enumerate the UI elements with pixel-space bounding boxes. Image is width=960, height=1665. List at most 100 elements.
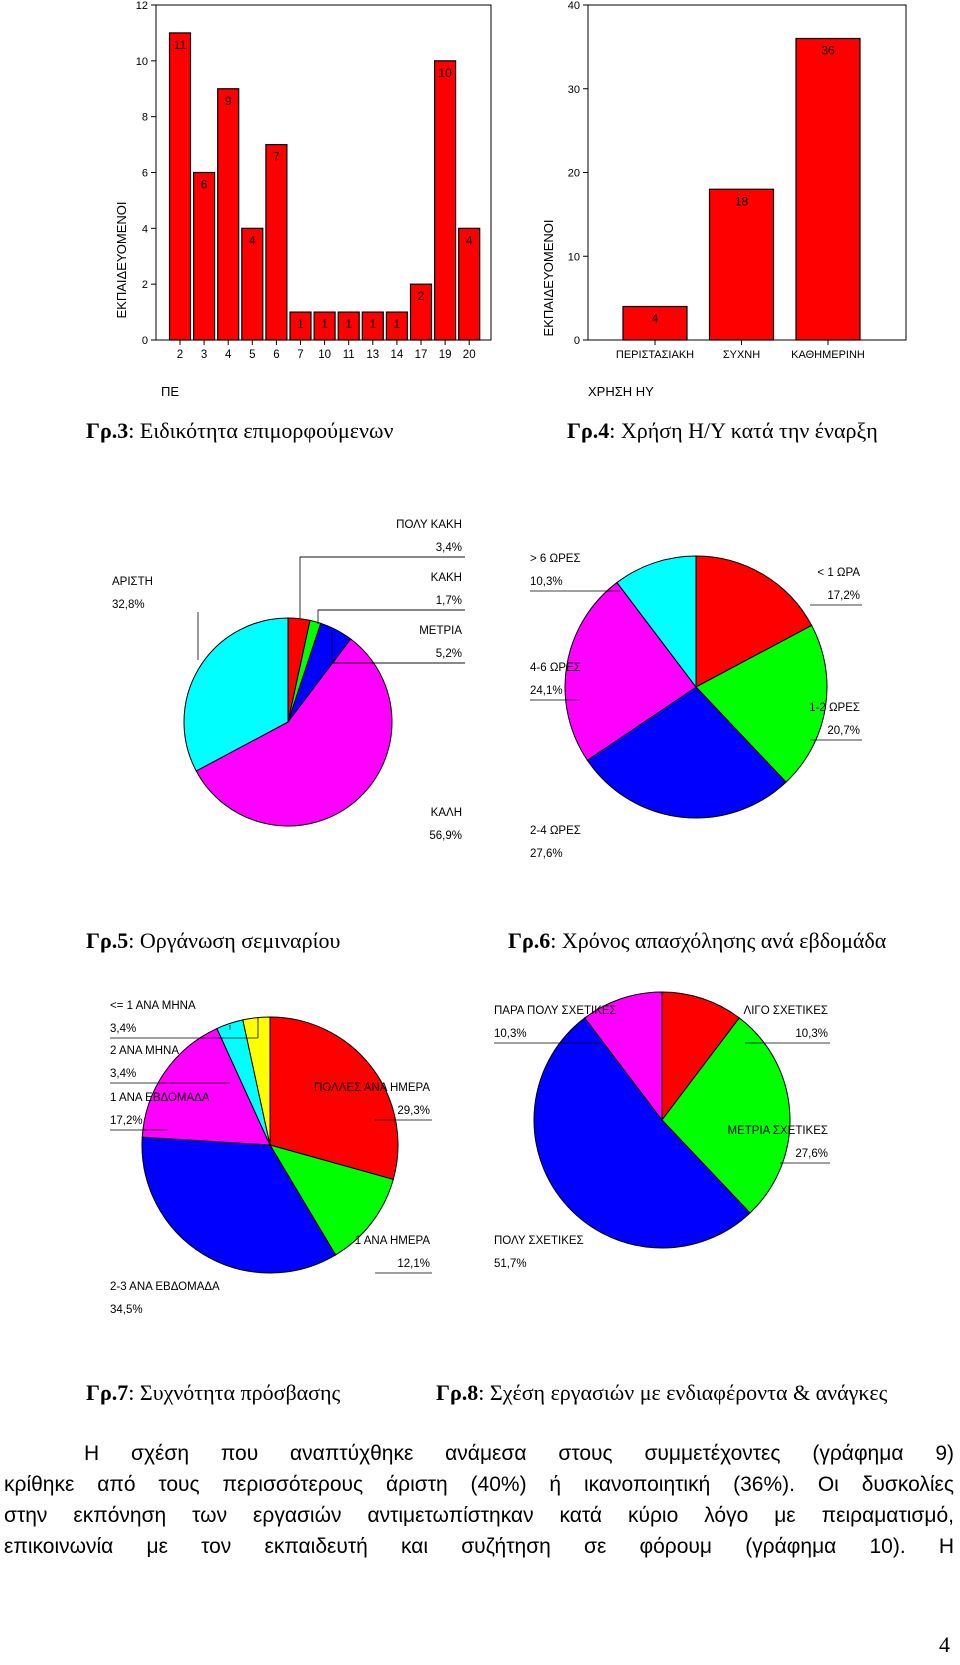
fig6-slice-label: < 1 ΩΡΑ [817,567,860,579]
fig7-slice [242,1016,271,1146]
fig3-bar-value-label: 4 [249,233,256,247]
fig6-slice-percent: 27,6% [530,848,563,860]
fig7-slice [269,1016,399,1181]
fig4-y-tick-label: 30 [568,84,580,96]
fig3-bar-value-label: 9 [225,94,232,108]
fig4-bar [622,305,688,341]
fig8-caption-number: Γρ.8 [436,1380,479,1405]
fig7-slice-label: <= 1 ΑΝΑ ΜΗΝΑ [110,1000,196,1012]
fig7-slice-percent: 29,3% [397,1105,430,1117]
fig5-leader-line [331,632,465,664]
fig3-bar-value-label: 7 [273,150,280,164]
fig5-slice-percent: 3,4% [436,542,462,554]
fig3-bar-value-label: 6 [201,178,208,192]
fig3-y-tick-label: 2 [142,279,148,291]
fig3-x-tick-label: 17 [415,349,428,361]
fig5-caption-number: Γρ.5 [86,928,129,953]
fig5-caption: Γρ.5: Οργάνωση σεμιναρίου [86,928,340,954]
fig5-slice [195,638,393,827]
fig5-leader-line [299,556,465,618]
fig6-slice [616,555,697,689]
fig6-slice [586,686,787,819]
fig8-slice-label: ΛΙΓΟ ΣΧΕΤΙΚΕΣ [744,1005,828,1017]
fig4-bar-value-label: 36 [821,44,835,58]
fig3-bar-value-label: 11 [174,38,187,52]
fig8-slice-percent: 10,3% [494,1028,527,1040]
fig6-slice [564,581,697,761]
page-number: 4 [939,1632,950,1657]
fig6-slice-label: 2-4 ΩΡΕΣ [530,825,581,837]
fig3-x-axis-label: ΠΕ [161,384,179,399]
fig3-bar-value-label: 4 [466,233,473,247]
fig6-slice [695,624,828,783]
fig8-slice [533,1017,751,1249]
fig3-caption-text: : Ειδικότητα επιμορφούμενων [128,418,394,443]
fig4-y-tick-label: 0 [574,335,580,347]
fig7-caption: Γρ.7: Συχνότητα πρόσβασης [86,1380,340,1406]
fig4-y-tick-label: 10 [568,251,580,263]
fig4-caption-number: Γρ.4 [567,418,610,443]
fig4-caption-text: : Χρήση Η/Υ κατά την έναρξη [609,418,878,443]
fig6-slice [695,555,813,688]
fig5-slice-label: ΚΑΛΗ [431,807,462,819]
fig8-slice [661,991,740,1122]
fig8-slice-percent: 27,6% [795,1148,828,1160]
fig3-x-tick-label: 20 [463,349,476,361]
fig3-bar [193,171,216,341]
fig3-bar-value-label: 1 [394,317,401,331]
fig5-caption-text: : Οργάνωση σεμιναρίου [128,928,341,953]
fig3-x-tick-label: 4 [225,349,232,361]
fig4-bar [795,37,861,341]
fig7-slice-percent: 12,1% [397,1258,430,1270]
fig4-bar-value-label: 4 [652,312,659,326]
fig8-caption-text: : Σχέση εργασιών με ενδιαφέροντα & ανάγκ… [478,1380,888,1405]
fig8-slice [661,1017,791,1214]
fig6-slice-label: 4-6 ΩΡΕΣ [530,662,581,674]
fig4-y-tick-label: 40 [568,0,580,12]
fig3-x-tick-label: 7 [297,349,303,361]
fig6-caption-number: Γρ.6 [508,928,551,953]
fig7-slice-percent: 3,4% [110,1068,136,1080]
fig5-slice-percent: 32,8% [112,599,145,611]
fig8-slice-label: ΠΑΡΑ ΠΟΛΥ ΣΧΕΤΙΚΕΣ [494,1005,617,1017]
fig3-caption: Γρ.3: Ειδικότητα επιμορφούμενων [86,418,393,444]
fig7-slice-percent: 34,5% [110,1304,143,1316]
fig7-slice-label: 2 ΑΝΑ ΜΗΝΑ [110,1045,179,1057]
fig5-slice-label: ΑΡΙΣΤΗ [112,576,153,588]
fig4-x-tick-label: ΣΥΧΝΗ [723,349,760,361]
fig5-slice-label: ΚΑΚΗ [431,572,462,584]
fig4-x-tick-label: ΠΕΡΙΣΤΑΣΙΑΚΗ [616,349,694,361]
fig7-slice-label: 2-3 ΑΝΑ ΕΒΔΟΜΑΔΑ [110,1281,220,1293]
fig7-slice [141,1027,271,1146]
fig8-slice-percent: 10,3% [795,1028,828,1040]
fig3-bar-value-label: 1 [369,317,376,331]
fig3-y-tick-label: 0 [142,335,148,347]
fig7-caption-text: : Συχνότητα πρόσβασης [128,1380,341,1405]
fig3-bar-value-label: 1 [297,317,304,331]
fig4-x-tick-label: ΚΑΘΗΜΕΡΙΝΗ [791,349,865,361]
fig3-bar-value-label: 2 [418,289,425,303]
fig8-slice-percent: 51,7% [494,1258,527,1270]
fig7-slice-label: ΠΟΛΛΕΣ ΑΝΑ ΗΜΕΡΑ [314,1082,430,1094]
fig7-slice-percent: 17,2% [110,1115,143,1127]
fig3-y-tick-label: 12 [136,0,148,12]
fig6-caption-text: : Χρόνος απασχόλησης ανά εβδομάδα [550,928,887,953]
fig4-bar-chart: ΕΚΠΑΙΔΕΥΟΜΕΝΟΙ ΧΡΗΣΗ ΗΥ 0 10 20 30 40 4 ΠΕΡΙΣΤ… [541,0,907,399]
fig4-y-axis-label: ΕΚΠΑΙΔΕΥΟΜΕΝΟΙ [541,219,556,336]
fig3-x-tick-label: 6 [273,349,279,361]
fig3-x-tick-label: 10 [318,349,331,361]
fig3-x-tick-label: 19 [439,349,452,361]
fig8-slice-label: ΜΕΤΡΙΑ ΣΧΕΤΙΚΕΣ [728,1125,829,1137]
fig6-slice-label: > 6 ΩΡΕΣ [530,553,581,565]
fig3-y-tick-label: 4 [142,223,148,235]
fig3-caption-number: Γρ.3 [86,418,129,443]
fig3-bar-chart: ΕΚΠΑΙΔΕΥΟΜΕΝΟΙ ΠΕ 0246810121126394457617… [114,0,492,399]
paragraph-line-2: κρίθηκε από τους περισσότερους άριστη (4… [4,1473,954,1496]
fig6-slice-percent: 17,2% [827,590,860,602]
fig6-pie-chart: < 1 ΩΡΑ 17,2% 1-2 ΩΡΕΣ 20,7% 2-4 ΩΡΕΣ 27,6% 4-… [530,553,862,860]
fig3-bar [217,88,240,341]
fig3-y-axis-label: ΕΚΠΑΙΔΕΥΟΜΕΝΟΙ [114,201,129,318]
fig3-bar [168,32,192,341]
fig5-slice [183,617,289,772]
